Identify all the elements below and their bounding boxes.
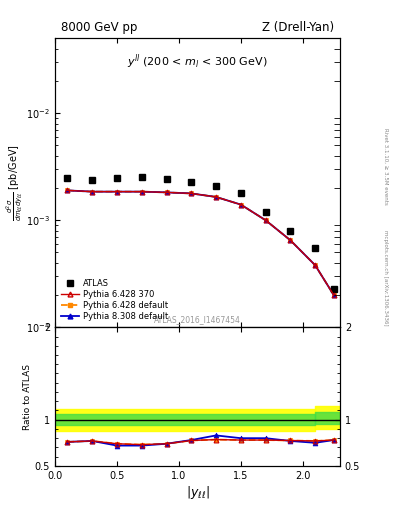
ATLAS bbox=[90, 177, 95, 183]
ATLAS bbox=[140, 174, 144, 180]
ATLAS bbox=[189, 179, 194, 185]
Pythia 8.308 default bbox=[263, 217, 268, 223]
Pythia 6.428 default bbox=[239, 202, 243, 208]
Pythia 6.428 370 bbox=[65, 187, 70, 194]
Legend: ATLAS, Pythia 6.428 370, Pythia 6.428 default, Pythia 8.308 default: ATLAS, Pythia 6.428 370, Pythia 6.428 de… bbox=[59, 278, 170, 323]
ATLAS bbox=[214, 183, 219, 189]
ATLAS bbox=[65, 175, 70, 181]
Pythia 6.428 default bbox=[313, 262, 318, 268]
Pythia 8.308 default bbox=[313, 262, 318, 268]
Pythia 6.428 370 bbox=[263, 217, 268, 223]
Text: Rivet 3.1.10, ≥ 3.5M events: Rivet 3.1.10, ≥ 3.5M events bbox=[383, 128, 388, 205]
Line: Pythia 6.428 default: Pythia 6.428 default bbox=[66, 188, 336, 297]
Pythia 6.428 370 bbox=[214, 194, 219, 200]
Text: mcplots.cern.ch [arXiv:1306.3436]: mcplots.cern.ch [arXiv:1306.3436] bbox=[383, 230, 388, 326]
Pythia 6.428 default bbox=[164, 189, 169, 196]
Pythia 6.428 default bbox=[189, 190, 194, 197]
Pythia 8.308 default bbox=[189, 190, 194, 197]
Pythia 6.428 default bbox=[115, 188, 119, 195]
Pythia 6.428 370 bbox=[90, 188, 95, 195]
Pythia 6.428 default bbox=[140, 188, 144, 195]
Line: ATLAS: ATLAS bbox=[64, 174, 337, 292]
Pythia 8.308 default bbox=[331, 292, 336, 298]
Pythia 6.428 370 bbox=[331, 292, 336, 298]
Pythia 8.308 default bbox=[288, 237, 293, 243]
Pythia 8.308 default bbox=[65, 187, 70, 194]
Pythia 6.428 370 bbox=[140, 188, 144, 195]
Pythia 8.308 default bbox=[140, 188, 144, 195]
Y-axis label: $\frac{d^2\sigma}{dm_{\ell\ell}dy_{\ell\ell}}$ [pb/GeV]: $\frac{d^2\sigma}{dm_{\ell\ell}dy_{\ell\… bbox=[4, 144, 25, 221]
Pythia 8.308 default bbox=[214, 194, 219, 200]
ATLAS bbox=[263, 209, 268, 215]
Pythia 8.308 default bbox=[239, 202, 243, 208]
Pythia 6.428 370 bbox=[313, 262, 318, 268]
Text: Z (Drell-Yan): Z (Drell-Yan) bbox=[262, 21, 334, 34]
Pythia 6.428 370 bbox=[239, 202, 243, 208]
Pythia 6.428 370 bbox=[189, 190, 194, 197]
Pythia 6.428 370 bbox=[115, 188, 119, 195]
ATLAS bbox=[115, 175, 119, 181]
ATLAS bbox=[164, 176, 169, 182]
Pythia 6.428 default bbox=[65, 187, 70, 194]
Pythia 6.428 default bbox=[331, 292, 336, 298]
Line: Pythia 8.308 default: Pythia 8.308 default bbox=[65, 188, 336, 297]
ATLAS bbox=[288, 227, 293, 233]
Pythia 6.428 370 bbox=[164, 189, 169, 196]
Line: Pythia 6.428 370: Pythia 6.428 370 bbox=[65, 188, 336, 297]
Pythia 8.308 default bbox=[115, 188, 119, 195]
Text: $y^{ll}$ (200 < $m_l$ < 300 GeV): $y^{ll}$ (200 < $m_l$ < 300 GeV) bbox=[127, 53, 268, 72]
Text: ATLAS_2016_I1467454: ATLAS_2016_I1467454 bbox=[154, 315, 241, 325]
Text: 8000 GeV pp: 8000 GeV pp bbox=[61, 21, 137, 34]
Pythia 6.428 370 bbox=[288, 237, 293, 243]
ATLAS bbox=[331, 286, 336, 292]
Pythia 6.428 default bbox=[263, 217, 268, 223]
Pythia 6.428 default bbox=[214, 194, 219, 200]
Pythia 6.428 default bbox=[288, 237, 293, 243]
Pythia 8.308 default bbox=[164, 189, 169, 196]
Y-axis label: Ratio to ATLAS: Ratio to ATLAS bbox=[23, 364, 32, 430]
ATLAS bbox=[239, 190, 243, 196]
Pythia 8.308 default bbox=[90, 188, 95, 195]
Pythia 6.428 default bbox=[90, 188, 95, 195]
ATLAS bbox=[313, 245, 318, 251]
X-axis label: $|y_{\ell\ell}|$: $|y_{\ell\ell}|$ bbox=[185, 483, 209, 501]
